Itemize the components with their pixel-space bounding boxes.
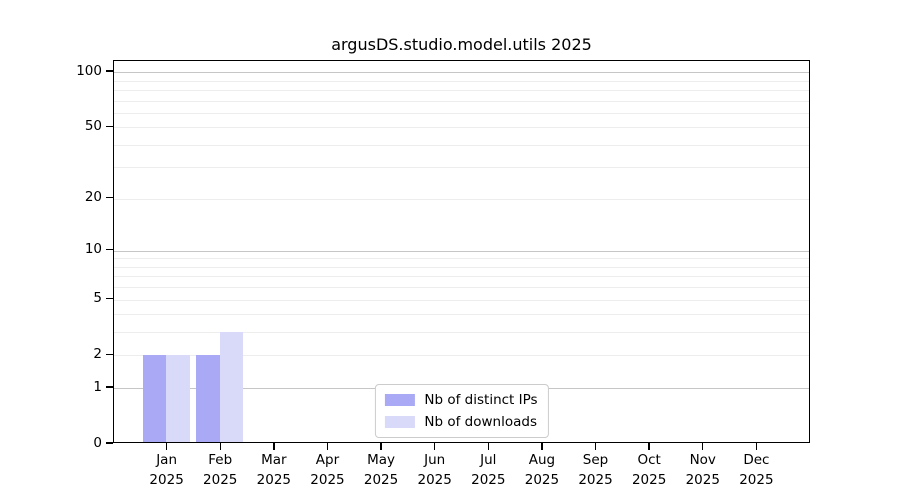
bar-nb-of-distinct-ips-jan [142, 354, 167, 442]
y-axis-tick [106, 249, 113, 251]
x-axis-tick-label: Aug 2025 [524, 452, 560, 488]
x-axis-tick [273, 443, 275, 450]
y-axis-tick [106, 353, 113, 356]
y-axis-tick-label: 2 [93, 345, 102, 362]
minor-gridline [114, 100, 809, 102]
legend-swatch-downloads-icon [384, 416, 415, 428]
bar-nb-of-downloads-jan [166, 354, 190, 442]
y-axis-tick-label: 50 [84, 117, 102, 134]
minor-gridline [114, 144, 809, 146]
legend-item-downloads: Nb of downloads [384, 414, 537, 430]
minor-gridline [114, 167, 809, 169]
minor-gridline [114, 332, 809, 334]
x-axis-tick [433, 443, 436, 450]
major-gridline [114, 72, 809, 74]
y-axis-tick-label: 1 [93, 378, 102, 395]
chart-title: argusDS.studio.model.utils 2025 [331, 35, 592, 54]
x-axis-tick-label: Oct 2025 [631, 452, 667, 488]
minor-gridline [114, 266, 809, 268]
y-axis-tick-label: 10 [84, 241, 102, 258]
x-axis-tick-label: Dec 2025 [739, 452, 774, 488]
y-axis-tick-label: 5 [93, 290, 102, 307]
bar-nb-of-distinct-ips-feb [196, 354, 220, 442]
x-axis-tick [648, 443, 650, 450]
y-axis-tick [106, 125, 113, 127]
legend: Nb of distinct IPs Nb of downloads [374, 384, 549, 438]
minor-gridline [114, 198, 809, 200]
y-axis-tick [106, 442, 113, 444]
x-axis-tick [326, 443, 329, 450]
x-axis-tick-label: Nov 2025 [685, 452, 720, 488]
x-axis-tick [487, 443, 489, 450]
x-axis-tick [380, 443, 382, 450]
bar-nb-of-downloads-feb [219, 331, 244, 442]
y-axis-tick-label: 100 [76, 62, 102, 79]
minor-gridline [114, 112, 809, 114]
minor-gridline [114, 127, 809, 129]
x-axis-tick-label: Jul 2025 [471, 452, 506, 488]
major-gridline [114, 250, 809, 252]
x-axis-tick-label: Apr 2025 [310, 452, 345, 488]
legend-item-distinct-ips: Nb of distinct IPs [384, 392, 538, 408]
y-axis-tick-label: 0 [93, 434, 102, 451]
x-axis-tick [755, 443, 758, 450]
x-axis-tick [219, 443, 221, 450]
y-axis-tick-label: 20 [84, 189, 102, 206]
legend-label-downloads: Nb of downloads [424, 414, 537, 430]
x-axis-tick [165, 443, 168, 450]
x-axis-tick-label: Feb 2025 [203, 452, 238, 488]
y-axis-tick [106, 297, 113, 300]
legend-label-distinct-ips: Nb of distinct IPs [424, 392, 538, 408]
minor-gridline [114, 80, 809, 82]
minor-gridline [114, 314, 809, 316]
minor-gridline [114, 287, 809, 289]
x-axis-tick-label: May 2025 [363, 452, 399, 488]
x-axis-tick-label: Mar 2025 [256, 452, 292, 488]
minor-gridline [114, 299, 809, 301]
y-axis-tick [106, 197, 113, 199]
x-axis-tick-label: Jan 2025 [149, 452, 184, 488]
plot-area: Nb of distinct IPs Nb of downloads [113, 60, 810, 443]
x-axis-tick [541, 443, 543, 450]
x-axis-tick [594, 443, 597, 450]
x-axis-tick-label: Jun 2025 [417, 452, 452, 488]
y-axis-tick [106, 386, 113, 388]
minor-gridline [114, 355, 809, 357]
minor-gridline [114, 258, 809, 260]
x-axis-tick-label: Sep 2025 [578, 452, 613, 488]
minor-gridline [114, 89, 809, 91]
x-axis-tick [702, 443, 704, 450]
legend-swatch-distinct-ips-icon [384, 394, 415, 406]
minor-gridline [114, 276, 809, 278]
y-axis-tick [106, 70, 113, 72]
